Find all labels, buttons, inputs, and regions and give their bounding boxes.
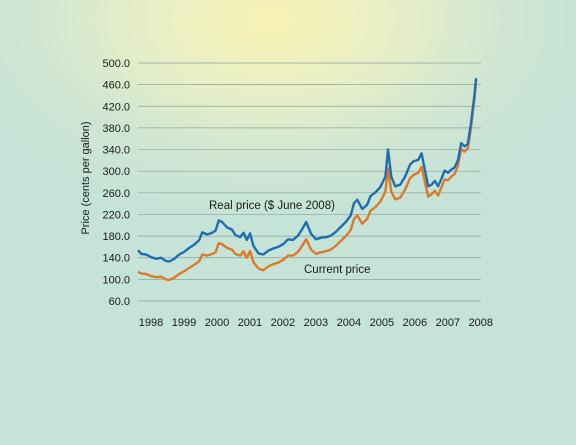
x-tick-label: 1998 [139,317,163,329]
x-tick-label: 2007 [436,317,460,329]
x-tick-label: 2005 [370,317,394,329]
y-tick-label: 100.0 [102,274,130,286]
series-lines [137,77,478,282]
x-tick-label: 2004 [337,317,361,329]
x-tick-label: 2006 [403,317,427,329]
y-tick-label: 460.0 [102,80,130,92]
y-tick-labels: 500.0 460.0 420.0 380.0 340.0 300.0 260.0 220.0… [102,58,130,308]
current-price-line [137,80,478,282]
y-tick-label: 500.0 [102,58,130,70]
real-price-label: Real price ($ June 2008) [209,200,335,212]
current-price-label: Current price [304,264,370,276]
y-tick-label: 260.0 [102,188,130,200]
y-tick-label: 220.0 [102,209,130,221]
y-tick-label: 420.0 [102,101,130,113]
y-tick-label: 60.0 [109,296,130,308]
y-tick-label: 180.0 [102,231,130,243]
y-axis-title: Price (cents per gallon) [80,121,92,234]
y-tick-label: 140.0 [102,253,130,265]
x-tick-label: 2000 [205,317,229,329]
real-price-line [137,77,478,263]
x-tick-label: 1999 [172,317,196,329]
y-tick-label: 380.0 [102,123,130,135]
x-tick-label: 2003 [304,317,328,329]
x-tick-label: 2008 [469,317,493,329]
x-tick-label: 2002 [271,317,295,329]
x-tick-labels: 1998 1999 2000 2001 2002 2003 2004 2005 2006 2007… [139,317,493,329]
y-tick-label: 340.0 [102,145,130,157]
y-tick-label: 300.0 [102,166,130,178]
x-tick-label: 2001 [238,317,262,329]
gridlines [138,62,481,302]
